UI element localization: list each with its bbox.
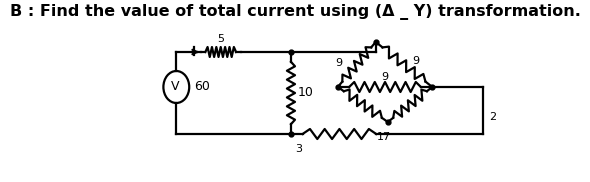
Text: 3: 3 bbox=[295, 144, 302, 154]
Text: 9: 9 bbox=[336, 58, 343, 68]
Text: 5: 5 bbox=[217, 34, 224, 44]
Text: 60: 60 bbox=[194, 80, 210, 94]
Text: B : Find the value of total current using (Δ _ Y) transformation.: B : Find the value of total current usin… bbox=[9, 4, 581, 20]
Text: 17: 17 bbox=[377, 132, 391, 142]
Text: 9: 9 bbox=[382, 72, 389, 82]
Text: 9: 9 bbox=[412, 56, 419, 66]
Text: 10: 10 bbox=[297, 86, 313, 100]
Text: V: V bbox=[171, 80, 179, 94]
Text: 2: 2 bbox=[490, 112, 497, 122]
